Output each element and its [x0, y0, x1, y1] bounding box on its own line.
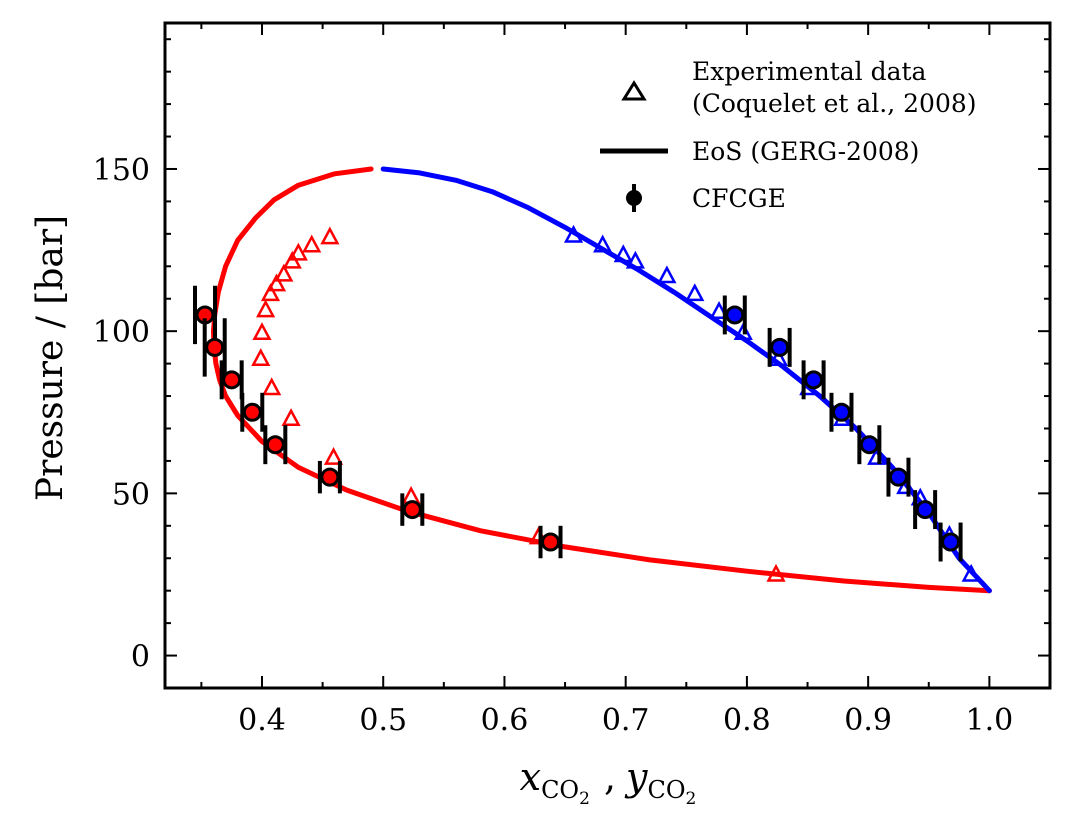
legend-triangle-marker — [621, 80, 647, 101]
experimental-point — [274, 263, 294, 282]
x-tick-label: 0.6 — [481, 703, 529, 738]
y-tick-label: 150 — [93, 153, 150, 188]
cfcge-point — [265, 435, 285, 455]
x-tick-label: 0.8 — [723, 703, 771, 738]
experimental-point — [320, 226, 340, 245]
cfcge-point — [831, 402, 851, 422]
y-tick-label: 100 — [93, 315, 150, 350]
cfcge-point — [770, 337, 790, 357]
x-axis-label: xCO2, yCO2 — [520, 755, 697, 809]
cfcge-point — [320, 467, 340, 487]
y-tick-label: 50 — [112, 477, 150, 512]
x-tick-label: 0.7 — [602, 703, 650, 738]
experimental-point — [252, 322, 272, 341]
cfcge-point — [402, 500, 422, 520]
experimental-point — [266, 273, 287, 292]
experimental-point — [709, 301, 729, 319]
experimental-point — [256, 299, 276, 318]
experimental-point — [657, 265, 677, 284]
legend-label-experimental-source: (Coquelet et al., 2008) — [692, 89, 977, 118]
experimental-point — [288, 242, 308, 261]
cfcge-point — [859, 435, 879, 455]
plot-area — [193, 166, 992, 594]
axis-ticks: 0.4 0.5 0.6 0.7 0.8 0.9 1.0 0 50 100 150 — [93, 23, 1051, 738]
legend-label-eos: EoS (GERG-2008) — [692, 137, 919, 166]
cfcge-point — [725, 305, 745, 325]
experimental-point — [281, 408, 301, 427]
legend-label-cfcge: CFCGE — [692, 184, 786, 213]
experimental-point — [613, 244, 633, 263]
x-tick-label: 0.9 — [844, 703, 892, 738]
cfcge-point — [941, 532, 961, 552]
y-tick-label: 0 — [131, 640, 150, 675]
x-tick-label: 0.5 — [359, 703, 407, 738]
experimental-point — [625, 250, 645, 269]
cfcge-point — [222, 370, 242, 390]
legend-circle-marker — [626, 190, 642, 206]
cfcge-point — [541, 532, 561, 552]
legend-label-experimental: Experimental data — [692, 57, 927, 86]
experimental-point — [262, 377, 282, 396]
legend: Experimental data (Coquelet et al., 2008… — [600, 57, 977, 213]
experimental-point — [260, 283, 281, 302]
plot-frame — [163, 21, 1052, 690]
x-tick-label: 0.4 — [238, 703, 286, 738]
cfcge-point — [888, 467, 908, 487]
x-tick-label: 1.0 — [966, 703, 1014, 738]
eos-curve — [211, 166, 992, 594]
cfcge-point — [804, 370, 824, 390]
experimental-point — [768, 348, 789, 366]
experimental-point — [961, 563, 981, 582]
cfcge-point — [205, 337, 225, 357]
experimental-point — [733, 322, 753, 341]
experimental-point — [323, 447, 344, 465]
experimental-point — [563, 224, 584, 243]
experimental-point — [251, 348, 271, 366]
experimental-point — [302, 234, 322, 253]
cfcge-point — [242, 402, 262, 422]
experimental-point — [593, 234, 613, 253]
cfcge-point — [915, 500, 935, 520]
experimental-point — [685, 283, 705, 302]
y-axis-label: Pressure / [bar] — [30, 215, 71, 501]
experimental-point — [766, 563, 786, 582]
